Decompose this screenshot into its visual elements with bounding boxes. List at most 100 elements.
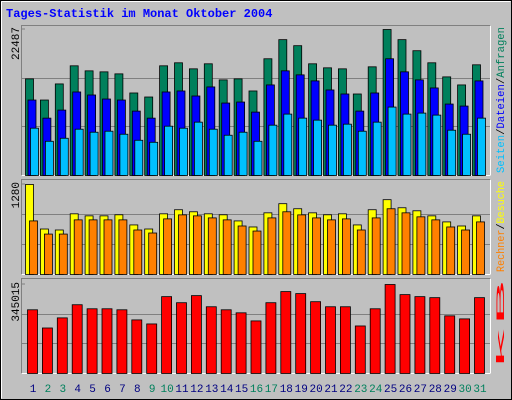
bar	[179, 127, 188, 176]
bar	[149, 141, 159, 176]
x-tick-label: 12	[190, 384, 203, 396]
bar	[178, 214, 187, 275]
bar	[192, 215, 202, 275]
bar	[341, 218, 351, 275]
x-tick-label: 13	[205, 384, 218, 396]
bar	[357, 130, 367, 176]
bar	[163, 218, 173, 275]
bar	[432, 114, 442, 176]
bar	[402, 113, 412, 176]
bar	[42, 327, 53, 374]
bar	[265, 302, 277, 374]
bar	[74, 128, 84, 176]
legend: kB	[496, 277, 508, 371]
bar	[208, 128, 218, 176]
bar	[103, 219, 113, 275]
bar	[116, 309, 128, 374]
bar	[252, 230, 262, 275]
bar	[328, 124, 337, 176]
x-tick-label: 20	[309, 384, 322, 396]
legend-separator: /	[496, 129, 508, 135]
bar	[327, 219, 336, 275]
bar	[462, 133, 472, 176]
bar	[119, 133, 129, 176]
legend-separator: /	[496, 78, 508, 84]
legend-entry: Seiten	[496, 135, 508, 173]
bar	[474, 297, 485, 374]
bar	[342, 123, 352, 176]
y-tick-label: 22487	[11, 27, 23, 60]
bar	[30, 127, 39, 176]
bar	[444, 315, 456, 374]
x-tick-label: 15	[235, 384, 248, 396]
x-tick-label: 21	[324, 384, 338, 396]
bar	[193, 121, 203, 176]
bar	[371, 217, 381, 275]
bar	[238, 131, 248, 176]
bar	[446, 226, 456, 275]
bar	[476, 221, 485, 275]
bar	[207, 217, 217, 275]
bar	[71, 304, 83, 374]
bar	[298, 117, 308, 176]
x-tick-label: 1	[30, 384, 37, 396]
bar	[27, 309, 38, 374]
x-tick-label: 10	[160, 384, 173, 396]
bar	[267, 217, 277, 275]
x-tick-label: 16	[250, 384, 263, 396]
bar	[220, 309, 232, 374]
bar	[477, 117, 486, 176]
bar	[268, 124, 278, 176]
bar	[237, 225, 247, 275]
bar	[118, 219, 128, 275]
bar	[86, 308, 98, 374]
x-tick-label: 6	[104, 384, 111, 396]
bar	[401, 212, 411, 275]
bar	[429, 297, 441, 374]
x-tick-label: 18	[280, 384, 293, 396]
bar	[222, 219, 232, 275]
bar	[223, 134, 233, 176]
bar	[56, 317, 68, 374]
bar	[205, 306, 217, 374]
chart-title: Tages-Statistik im Monat Oktober 2004	[6, 7, 272, 21]
bar	[29, 220, 38, 275]
bar	[59, 137, 69, 176]
bar	[416, 216, 426, 275]
x-tick-label: 19	[295, 384, 308, 396]
x-tick-label: 8	[134, 384, 141, 396]
bar	[131, 319, 143, 374]
bar	[101, 308, 113, 374]
bar	[295, 293, 307, 374]
bar	[297, 214, 307, 275]
bar	[354, 325, 366, 374]
bar	[161, 296, 173, 374]
x-tick-label: 9	[149, 384, 156, 396]
x-tick-label: 30	[458, 384, 471, 396]
x-tick-label: 11	[175, 384, 189, 396]
bar	[414, 296, 426, 374]
bar	[369, 308, 381, 374]
bar	[356, 229, 366, 275]
y-tick-label: 345015	[11, 282, 23, 322]
bar	[176, 302, 187, 374]
y-tick-label: 1280	[11, 182, 23, 208]
bar	[386, 208, 396, 275]
x-tick-label: 7	[119, 384, 126, 396]
legend-entry: Besuche	[496, 181, 508, 223]
x-tick-label: 17	[265, 384, 278, 396]
bar	[325, 306, 336, 374]
bar	[431, 219, 441, 275]
x-tick-label: 4	[74, 384, 81, 396]
bar	[146, 323, 158, 374]
x-tick-label: 2	[45, 384, 52, 396]
bar	[164, 125, 174, 176]
bar	[280, 291, 292, 374]
bar	[313, 119, 323, 176]
bar	[447, 129, 457, 176]
x-tick-label: 22	[339, 384, 352, 396]
x-tick-label: 28	[429, 384, 442, 396]
bar	[133, 229, 143, 275]
bar	[399, 294, 411, 374]
